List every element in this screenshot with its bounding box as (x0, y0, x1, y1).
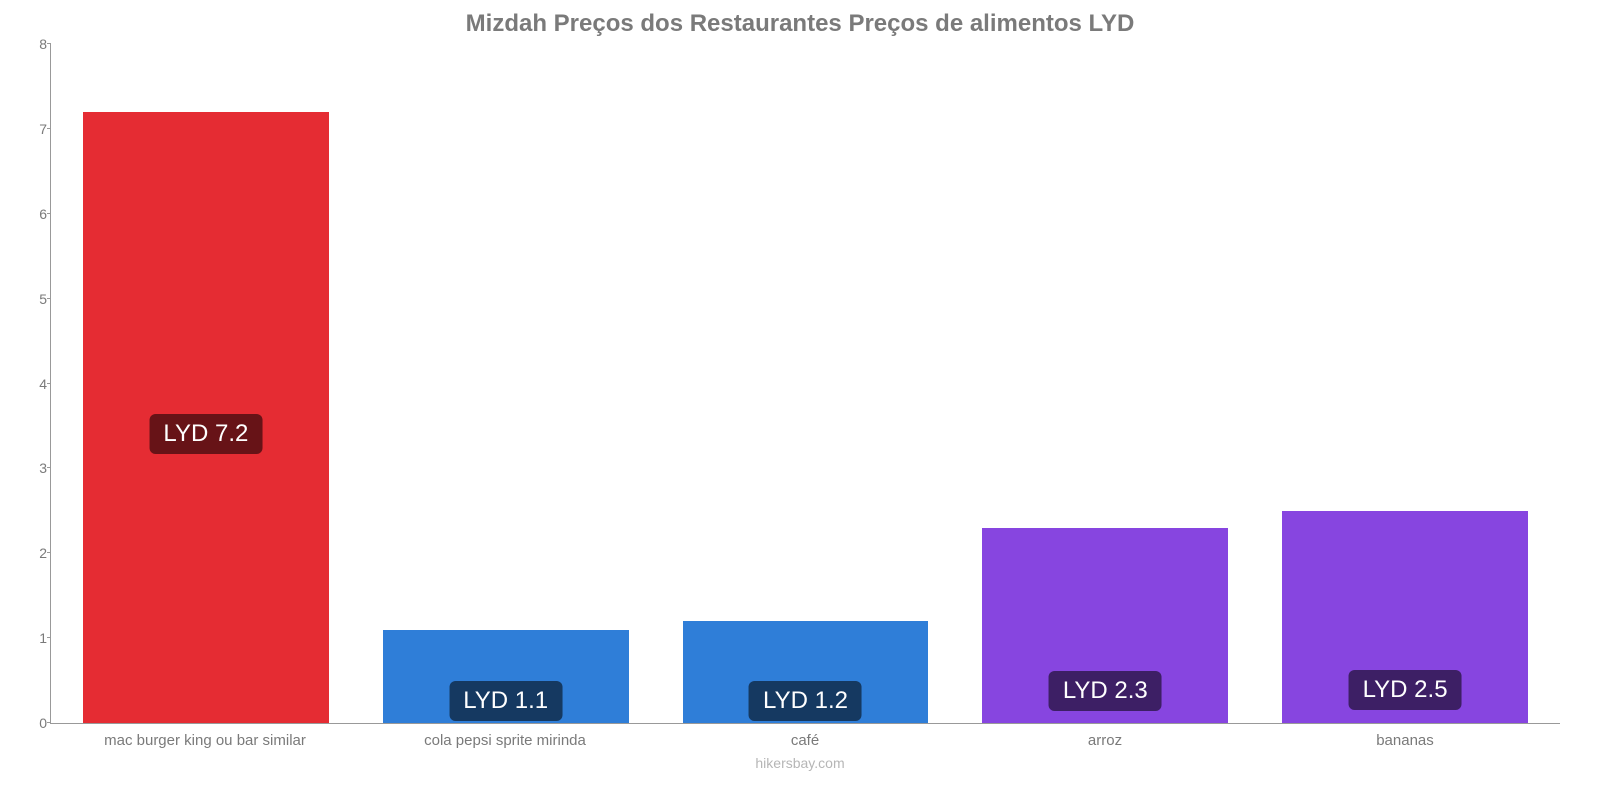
y-axis: 012345678 (23, 44, 51, 723)
y-tick-mark (47, 298, 51, 299)
bar-slot: LYD 7.2 (56, 44, 356, 723)
y-tick-label: 2 (23, 545, 47, 561)
attribution-text: hikersbay.com (20, 755, 1580, 771)
bar: LYD 1.2 (683, 621, 929, 723)
y-tick-mark (47, 722, 51, 723)
bar: LYD 7.2 (83, 112, 329, 723)
y-tick-label: 1 (23, 630, 47, 646)
bar-slot: LYD 1.2 (656, 44, 956, 723)
y-tick-mark (47, 128, 51, 129)
bar-value-badge: LYD 2.3 (1049, 671, 1162, 711)
y-tick-mark (47, 383, 51, 384)
bar-value-badge: LYD 7.2 (149, 414, 262, 454)
bar-value-badge: LYD 1.2 (749, 681, 862, 721)
y-tick-mark (47, 43, 51, 44)
bar-slot: LYD 2.3 (955, 44, 1255, 723)
chart-title: Mizdah Preços dos Restaurantes Preços de… (20, 10, 1580, 38)
plot-area: 012345678 LYD 7.2LYD 1.1LYD 1.2LYD 2.3LY… (50, 44, 1560, 724)
bar: LYD 2.5 (1282, 511, 1528, 723)
y-tick-label: 4 (23, 376, 47, 392)
y-tick-label: 3 (23, 460, 47, 476)
y-tick-label: 0 (23, 715, 47, 731)
bars-row: LYD 7.2 LYD 1.1 LYD 1.2 LYD 2.3 LYD 2.5 (51, 44, 1560, 723)
bar-slot: LYD 1.1 (356, 44, 656, 723)
bar-value-badge: LYD 1.1 (449, 681, 562, 721)
bar: LYD 2.3 (982, 528, 1228, 723)
x-tick-label: cola pepsi sprite mirinda (355, 732, 655, 749)
x-tick-label: arroz (955, 732, 1255, 749)
bar-slot: LYD 2.5 (1255, 44, 1555, 723)
x-tick-label: café (655, 732, 955, 749)
y-tick-label: 8 (23, 36, 47, 52)
x-tick-label: mac burger king ou bar similar (55, 732, 355, 749)
y-tick-label: 7 (23, 121, 47, 137)
x-axis-labels: mac burger king ou bar similarcola pepsi… (50, 732, 1560, 749)
y-tick-label: 6 (23, 206, 47, 222)
y-tick-mark (47, 637, 51, 638)
x-tick-label: bananas (1255, 732, 1555, 749)
bar-value-badge: LYD 2.5 (1349, 670, 1462, 710)
y-tick-mark (47, 552, 51, 553)
chart-container: Mizdah Preços dos Restaurantes Preços de… (0, 0, 1600, 800)
y-tick-mark (47, 467, 51, 468)
y-tick-mark (47, 213, 51, 214)
bar: LYD 1.1 (383, 630, 629, 723)
y-tick-label: 5 (23, 291, 47, 307)
